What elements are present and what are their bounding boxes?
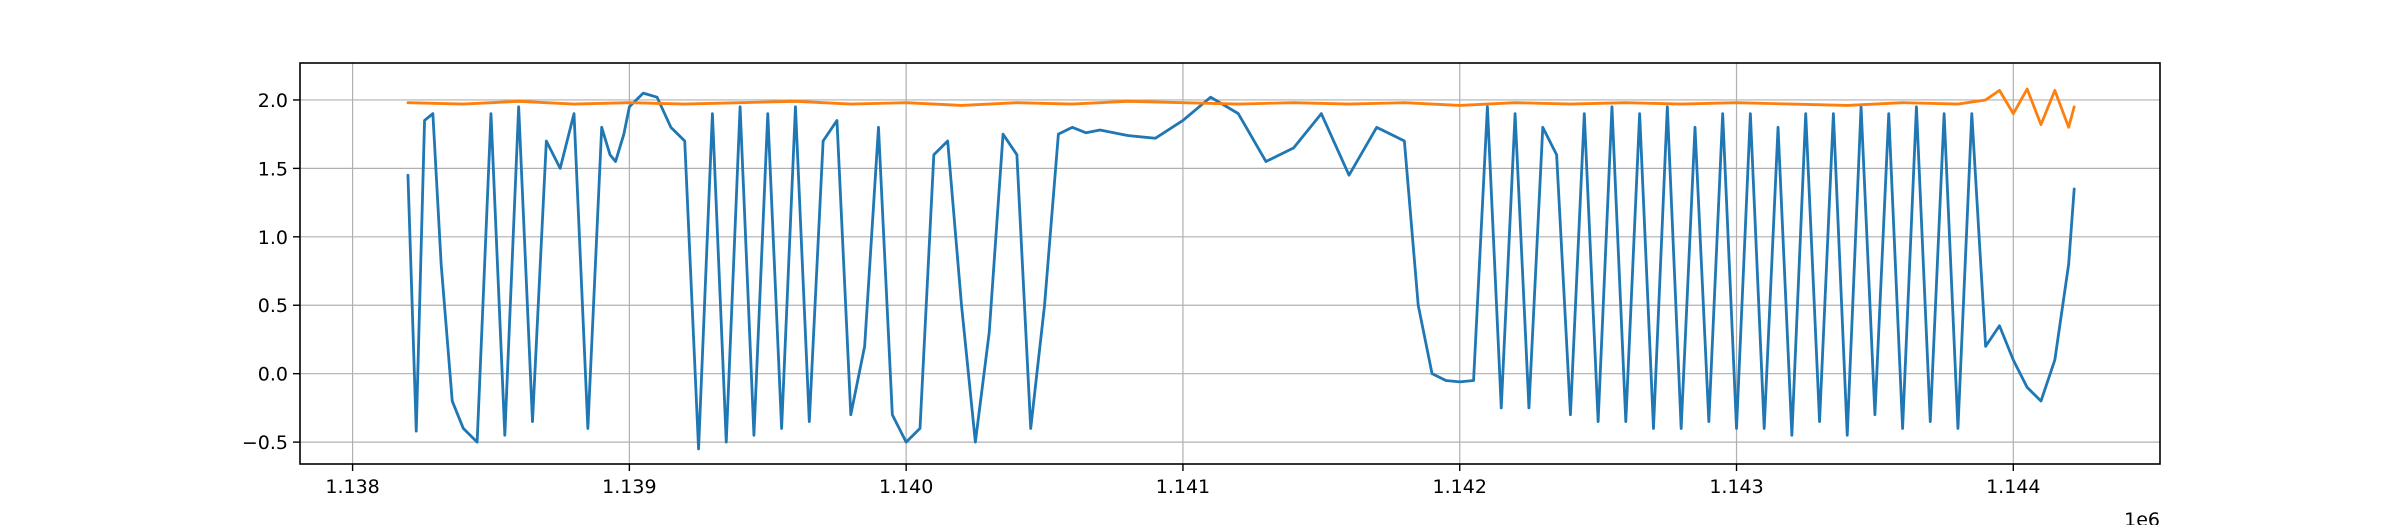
x-tick-label: 1.141 <box>1156 476 1210 498</box>
series-line-2 <box>406 87 2076 129</box>
y-tick-label: 0.5 <box>258 295 288 317</box>
x-tick-label: 1.140 <box>879 476 933 498</box>
plot-area <box>406 87 2076 451</box>
y-tick-label: 2.0 <box>258 90 288 112</box>
y-tick-label: −0.5 <box>242 432 288 454</box>
x-axis-offset-label: 1e6 <box>2124 509 2160 525</box>
x-tick-label: 1.143 <box>1709 476 1763 498</box>
y-tick-label: 1.5 <box>258 158 288 180</box>
axes-frame <box>299 62 2161 465</box>
series-line-1 <box>406 91 2076 451</box>
y-tick-label: 1.0 <box>258 227 288 249</box>
x-axis: 1.138 1.139 1.140 1.141 1.142 1.143 1.144 <box>325 464 2041 498</box>
y-axis: −0.5 0.0 0.5 1.0 1.5 2.0 <box>242 90 300 454</box>
x-tick-label: 1.138 <box>325 476 379 498</box>
y-tick-label: 0.0 <box>258 364 288 386</box>
x-tick-label: 1.139 <box>602 476 656 498</box>
x-tick-label: 1.142 <box>1433 476 1487 498</box>
x-tick-label: 1.144 <box>1986 476 2040 498</box>
